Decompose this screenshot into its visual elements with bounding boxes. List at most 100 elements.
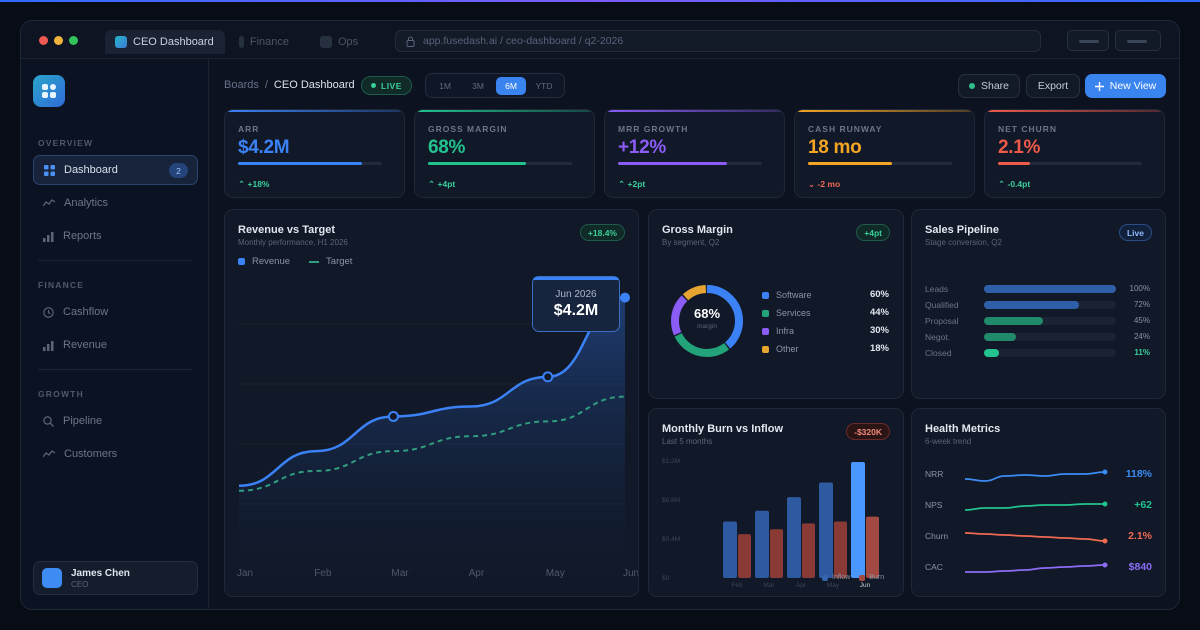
breadcrumb-root[interactable]: Boards [224,79,259,91]
sidebar-item-reports[interactable]: Reports [33,221,198,251]
close-dot[interactable] [39,36,48,45]
revenue-line [238,296,626,488]
bars-icon [43,231,54,242]
burn-bar[interactable] [770,529,783,578]
pipeline-subtitle: Stage conversion, Q2 [925,238,1002,247]
sparkline-end-point [1102,562,1108,568]
new-view-button[interactable]: New View [1085,74,1166,98]
kpi-card[interactable]: MRR GROWTH +12% ⌃ +2pt [604,109,785,198]
kpi-progress-track [808,162,952,165]
burn-bar[interactable] [802,523,815,578]
pipeline-stage-value: 45% [1133,316,1150,325]
inflow-bar[interactable] [819,482,833,578]
kpi-label: ARR [238,124,260,134]
tooltip-accent [533,277,619,280]
tooltip-month: Jun 2026 [555,289,597,300]
lock-icon [406,36,415,47]
arrow-up-icon: ⌃ [618,179,626,189]
sales-pipeline-card: Sales Pipeline Stage conversion, Q2 Live… [911,209,1166,399]
arrow-up-icon: ⌃ [238,179,246,189]
inflow-bar[interactable] [723,521,737,578]
kpi-progress-fill [238,162,362,165]
kpi-progress-track [618,162,762,165]
gross-margin-badge: +4pt [856,224,890,241]
kpi-progress-fill [618,162,728,165]
burn-title: Monthly Burn vs Inflow [662,423,783,435]
x-tick-label: Jun [860,582,871,589]
health-sparkline [964,532,1106,542]
kpi-card[interactable]: CASH RUNWAY 18 mo ⌄ -2 mo [794,109,975,198]
burn-bar[interactable] [866,516,879,578]
app-logo[interactable] [33,75,65,107]
health-metric-value: $840 [1128,561,1152,573]
window-menu-button[interactable] [1115,30,1161,51]
export-button[interactable]: Export [1026,74,1080,98]
range-1m[interactable]: 1M [439,81,451,91]
range-6m[interactable]: 6M [496,77,526,95]
donut-center-value: 68% [693,306,721,321]
revenue-point[interactable] [387,410,399,422]
tab-finance[interactable]: Finance [229,30,299,54]
breadcrumb: Boards / CEO Dashboard [224,79,355,91]
revenue-tooltip: Jun 2026 $4.2M [532,276,620,332]
burn-bar[interactable] [738,534,751,578]
inflow-bar[interactable] [787,497,801,578]
inflow-bar[interactable] [851,461,865,578]
revenue-point-active[interactable] [620,292,630,303]
donut-segment[interactable] [671,285,743,357]
kpi-accent [795,110,974,112]
kpi-card[interactable]: GROSS MARGIN 68% ⌃ +4pt [414,109,595,198]
sparkline-end-point [1102,538,1108,544]
maximize-dot[interactable] [69,36,78,45]
margin-donut-chart [671,285,743,357]
range-selector: 1M 3M 6M YTD [425,73,565,98]
grid-icon [44,164,55,176]
sidebar-item-dashboard[interactable]: Dashboard 2 [33,155,198,185]
user-profile[interactable]: James Chen CEO [33,561,198,595]
donut-segment[interactable] [671,285,743,357]
donut-segment[interactable] [671,285,743,357]
kpi-accent [415,110,594,112]
share-button[interactable]: Share [958,74,1020,98]
live-badge: LIVE [361,76,412,95]
revenue-legend-label: Revenue [252,256,291,267]
sidebar-item-revenue[interactable]: Revenue [33,330,198,360]
kpi-progress-fill [428,162,526,165]
target-legend-label: Target [326,256,353,267]
tab-ops[interactable]: Ops [310,30,370,54]
kpi-value: 68% [428,137,466,158]
sidebar-item-pipeline[interactable]: Pipeline [33,406,198,436]
sidebar-item-label: Analytics [64,197,109,209]
segment-value: 60% [869,289,889,300]
revenue-card: Revenue vs Target Monthly performance, H… [224,209,639,597]
inflow-legend-swatch [822,574,828,581]
inflow-bar[interactable] [755,510,769,578]
y-tick-label: $1.2M [662,458,680,465]
kpi-value: +12% [618,137,666,158]
range-ytd[interactable]: YTD [535,81,553,91]
sidebar-item-customers[interactable]: Customers [33,439,198,469]
revenue-point[interactable] [542,371,554,383]
minimize-dot[interactable] [54,36,63,45]
burn-bar[interactable] [834,521,847,578]
y-tick-label: $0 [662,575,670,582]
section-growth: GROWTH [38,389,84,399]
y-tick-label: $0.8M [662,497,680,504]
kpi-progress-track [998,162,1142,165]
url-bar[interactable]: app.fusedash.ai / ceo-dashboard / q2-202… [395,30,1041,52]
sidebar-item-analytics[interactable]: Analytics [33,188,198,218]
kpi-label: MRR GROWTH [618,124,689,134]
sidebar-item-cashflow[interactable]: Cashflow [33,297,198,327]
margin-legend-item: Software [762,290,812,300]
search-icon [43,415,54,427]
kpi-accent [605,110,784,112]
tab-ceo-dashboard[interactable]: CEO Dashboard [105,30,225,54]
window-action-button[interactable] [1067,30,1109,51]
range-3m[interactable]: 3M [472,81,484,91]
kpi-card[interactable]: NET CHURN 2.1% ⌃ -0.4pt [984,109,1165,198]
kpi-card[interactable]: ARR $4.2M ⌃ +18% [224,109,405,198]
target-line [238,395,626,492]
pipeline-live-badge: Live [1118,224,1152,241]
segment-name: Infra [776,326,795,336]
pipeline-stage-value: 72% [1133,300,1150,309]
